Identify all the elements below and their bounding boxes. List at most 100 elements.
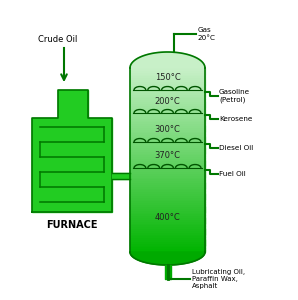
Bar (130, 242, 205, 244)
Bar (130, 141, 205, 143)
Bar (130, 75, 205, 77)
Bar (130, 119, 205, 122)
Bar (130, 231, 205, 234)
Bar (130, 235, 205, 237)
Bar (130, 228, 205, 230)
Bar (130, 97, 205, 99)
Text: 150°C: 150°C (155, 74, 180, 82)
Bar (130, 128, 205, 130)
Bar (130, 92, 205, 94)
Bar (130, 198, 205, 200)
Bar (130, 100, 205, 103)
Bar (130, 121, 205, 123)
Bar (130, 202, 205, 204)
Bar (130, 73, 205, 75)
Bar (130, 82, 205, 85)
Text: Kerosene: Kerosene (219, 116, 252, 122)
Bar (130, 248, 205, 250)
Bar (130, 113, 205, 116)
Bar (130, 207, 205, 210)
Bar (130, 136, 205, 138)
Text: 400°C: 400°C (155, 214, 180, 223)
Bar (130, 80, 205, 83)
Bar (130, 90, 205, 92)
Bar (130, 88, 205, 90)
Bar (130, 126, 205, 129)
Text: Gasoline
(Petrol): Gasoline (Petrol) (219, 89, 250, 103)
Text: FURNACE: FURNACE (46, 220, 98, 230)
Bar (130, 160, 205, 162)
Bar (130, 69, 205, 72)
Bar (130, 112, 205, 114)
Bar (130, 222, 205, 224)
Bar (130, 167, 205, 169)
Bar (130, 117, 205, 119)
Bar (130, 182, 205, 184)
Bar (130, 206, 205, 208)
Bar (130, 123, 205, 125)
Text: Diesel Oil: Diesel Oil (219, 145, 253, 151)
Bar (130, 176, 205, 178)
Bar (130, 226, 205, 228)
Bar (130, 189, 205, 191)
Text: Fuel Oil: Fuel Oil (219, 171, 246, 177)
Bar (130, 95, 205, 98)
Bar (130, 185, 205, 188)
Bar (130, 150, 205, 153)
Bar (130, 191, 205, 193)
Bar (130, 230, 205, 232)
Text: 300°C: 300°C (155, 125, 180, 134)
Bar (130, 68, 205, 70)
Bar (130, 194, 205, 197)
Bar (130, 218, 205, 221)
Bar (130, 77, 205, 79)
Bar (130, 130, 205, 132)
Bar (130, 204, 205, 206)
Bar (130, 241, 205, 243)
Bar (130, 209, 205, 212)
Bar (130, 174, 205, 177)
Bar (130, 165, 205, 167)
Bar (130, 233, 205, 236)
Bar (130, 137, 205, 140)
Bar (130, 215, 205, 217)
Bar (130, 152, 205, 154)
Text: Lubricating Oil,
Paraffin Wax,
Asphalt: Lubricating Oil, Paraffin Wax, Asphalt (192, 269, 245, 289)
Text: 200°C: 200°C (155, 98, 180, 106)
Bar (130, 156, 205, 158)
Bar (130, 200, 205, 202)
Bar (130, 134, 205, 136)
Bar (130, 143, 205, 145)
Bar (130, 154, 205, 156)
Bar (130, 211, 205, 213)
Bar (130, 147, 205, 149)
Bar (130, 139, 205, 142)
Bar (130, 84, 205, 86)
Bar (130, 148, 205, 151)
Bar (130, 220, 205, 223)
Bar (130, 178, 205, 180)
Bar (130, 93, 205, 96)
Bar (130, 172, 205, 175)
Bar (130, 213, 205, 215)
Bar (130, 145, 205, 147)
Bar (130, 103, 205, 105)
Bar (130, 99, 205, 101)
Polygon shape (130, 252, 205, 265)
Bar (130, 169, 205, 171)
Bar (130, 224, 205, 226)
Bar (130, 161, 205, 164)
Text: Gas
20°C: Gas 20°C (198, 28, 215, 40)
Bar (130, 237, 205, 239)
Bar (130, 132, 205, 134)
Bar (130, 163, 205, 166)
Bar (130, 170, 205, 173)
Polygon shape (130, 52, 205, 68)
Bar (130, 71, 205, 74)
Bar (130, 193, 205, 195)
Text: Crude Oil: Crude Oil (38, 35, 78, 44)
Bar (130, 115, 205, 118)
Bar (130, 244, 205, 247)
Bar (130, 158, 205, 160)
Bar (130, 104, 205, 106)
